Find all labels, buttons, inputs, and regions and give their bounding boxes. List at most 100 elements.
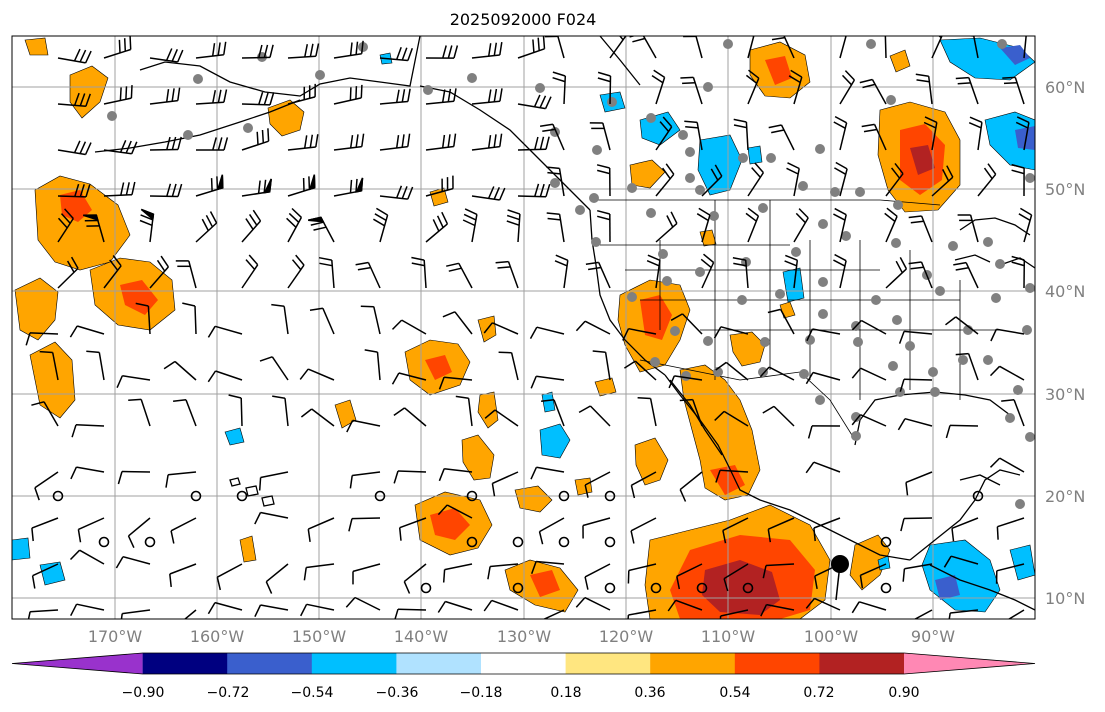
- map-title: 2025092000 F024: [450, 10, 597, 29]
- wind-barb-feather: [897, 418, 906, 431]
- wind-barb-feather: [357, 266, 371, 271]
- wind-barb-feather: [407, 133, 411, 147]
- wind-barb-feather: [862, 83, 876, 89]
- wind-barb-shaft: [747, 77, 760, 105]
- wind-barb-feather: [129, 36, 132, 50]
- wind-barb-feather: [805, 461, 815, 474]
- wind-barb-shaft: [57, 149, 86, 156]
- colorbar-swatch: [819, 653, 905, 674]
- wind-barb-feather: [315, 134, 319, 148]
- wind-barb-feather: [487, 566, 491, 580]
- wind-barb-shaft: [768, 366, 795, 381]
- wind-barb-feather: [713, 326, 722, 339]
- wind-barb-feather: [493, 187, 500, 200]
- wind-barb-feather: [248, 213, 258, 226]
- wind-barb-shaft: [604, 352, 611, 381]
- wind-barb-feather: [1011, 169, 1025, 175]
- wind-barb-feather: [355, 134, 359, 148]
- wind-barb-feather: [79, 184, 85, 197]
- wind-barb-shaft: [996, 328, 1025, 335]
- wind-barb-feather: [542, 128, 556, 133]
- wind-barb-shaft: [128, 517, 151, 537]
- wind-barb-shaft: [444, 467, 473, 473]
- wind-barb-feather: [39, 350, 53, 354]
- wind-barb-feather: [165, 48, 173, 61]
- lon-label: 110°W: [701, 627, 756, 646]
- wind-barb-feather: [597, 215, 610, 221]
- wind-barb-feather: [171, 183, 177, 197]
- wind-barb-shaft: [76, 603, 105, 611]
- wind-barb-feather: [545, 136, 550, 150]
- wind-barb-feather: [84, 50, 92, 64]
- wind-barb-feather: [637, 396, 651, 400]
- wind-barb-shaft: [814, 563, 841, 577]
- wind-barb-feather: [309, 43, 314, 57]
- wind-barb-feather: [945, 316, 957, 326]
- wind-barb-feather: [833, 213, 846, 221]
- wind-barb-shaft: [149, 195, 179, 198]
- wind-barb-shaft: [507, 261, 519, 289]
- wind-barb-feather: [554, 260, 568, 267]
- wind-barb-shaft: [397, 470, 427, 473]
- wind-barb-feather: [883, 36, 886, 37]
- wind-barb-feather: [507, 209, 521, 215]
- wind-barb-shaft: [655, 173, 675, 197]
- wind-barb-shaft: [57, 195, 87, 198]
- wind-barb-feather: [177, 49, 184, 63]
- wind-barb-feather: [263, 179, 267, 193]
- wind-barb-shaft: [379, 145, 408, 151]
- wind-barb-feather: [140, 214, 153, 221]
- wind-barb-feather: [309, 134, 314, 148]
- wind-barb-feather: [209, 211, 218, 224]
- wind-barb-shaft: [260, 471, 289, 479]
- wind-barb-shaft: [860, 414, 887, 427]
- wind-barb-feather: [361, 133, 365, 147]
- wind-barb-feather: [1020, 207, 1032, 216]
- wind-barb-feather: [84, 142, 92, 155]
- wind-barb-feather: [585, 261, 599, 266]
- wind-barb-feather: [119, 140, 127, 153]
- wind-barb-feather: [632, 37, 646, 43]
- colorbar-tick-label: −0.36: [376, 685, 419, 701]
- wind-barb-feather: [223, 41, 227, 55]
- wind-barb-feather: [547, 217, 561, 221]
- colorbar: −0.90 −0.72 −0.54 −0.36 −0.18 0.18 0.36 …: [11, 652, 1036, 701]
- wind-barb-feather: [768, 124, 782, 129]
- wind-barb-feather: [646, 260, 660, 267]
- wind-barb-shaft: [379, 195, 408, 200]
- wind-barb-shaft: [103, 48, 131, 59]
- wind-barb-feather: [484, 409, 496, 419]
- wind-barb-feather: [303, 135, 308, 149]
- wind-barb-feather: [31, 528, 34, 542]
- wind-barb-shaft: [149, 148, 179, 151]
- wind-barb-shaft: [649, 398, 657, 427]
- wind-barb-feather: [70, 466, 78, 480]
- wind-barb-feather: [182, 302, 196, 307]
- wind-barb-feather: [542, 36, 546, 49]
- wind-barb-feather: [447, 88, 452, 102]
- wind-barb-shaft: [557, 36, 565, 59]
- colorbar-tick-label: −0.90: [122, 685, 165, 701]
- wind-barb-feather: [905, 482, 909, 496]
- wind-barb-feather: [207, 370, 217, 383]
- wind-barb-feather: [349, 42, 353, 56]
- wind-barb-feather: [996, 526, 999, 540]
- wind-barb-shaft: [642, 36, 657, 59]
- wind-barb-feather: [618, 25, 626, 35]
- wind-barb-shaft: [972, 36, 979, 59]
- wind-barb-feather: [319, 262, 333, 267]
- wind-barb-feather: [272, 395, 286, 399]
- wind-barb-feather: [770, 33, 783, 35]
- wind-barb-feather: [401, 134, 405, 148]
- wind-barb-feather: [217, 89, 222, 103]
- wind-barb-shaft: [701, 175, 723, 197]
- wind-barb-feather: [762, 565, 767, 579]
- wind-barb-feather: [622, 328, 630, 341]
- wind-barb-shaft: [306, 603, 335, 611]
- wind-barb-feather: [127, 535, 135, 549]
- wind-barb-feather: [395, 89, 400, 103]
- wind-barb-feather: [120, 182, 125, 196]
- wind-barb-feather: [555, 254, 569, 261]
- wind-barb-pennant: [308, 216, 325, 223]
- wind-barb-feather: [31, 575, 36, 589]
